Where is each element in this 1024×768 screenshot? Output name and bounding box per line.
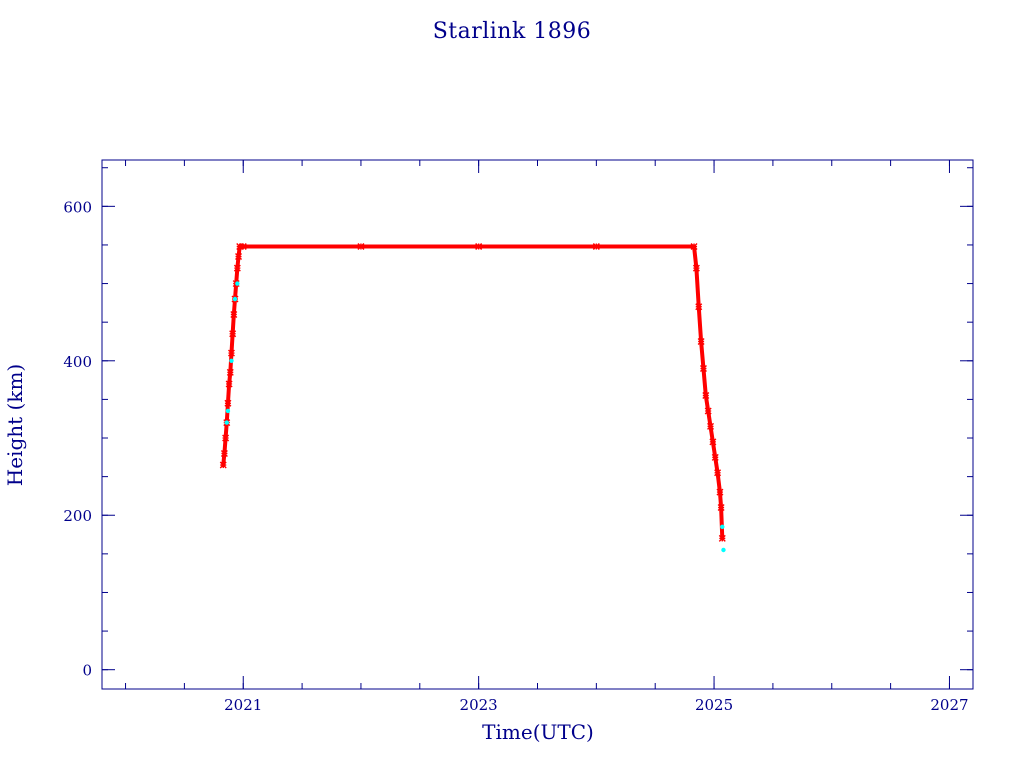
data-point-stroke — [709, 438, 717, 446]
data-point-stroke — [229, 330, 237, 338]
data-point — [720, 524, 725, 530]
data-point — [717, 504, 725, 512]
data-point-stroke — [230, 310, 238, 318]
data-point-stroke — [704, 407, 712, 415]
data-point — [718, 534, 726, 542]
series-primary-line — [221, 244, 725, 541]
data-point — [229, 330, 237, 338]
x-tick-label: 2023 — [460, 696, 498, 714]
data-point — [592, 242, 600, 250]
data-point — [711, 453, 719, 461]
data-point — [704, 407, 712, 415]
y-tick-label: 400 — [63, 353, 92, 371]
data-point — [695, 303, 703, 311]
data-point-stroke — [592, 242, 600, 250]
data-point — [235, 281, 240, 286]
data-point — [707, 422, 715, 430]
data-point — [721, 547, 726, 553]
data-series — [219, 242, 726, 553]
data-point — [219, 461, 227, 469]
data-point — [224, 399, 232, 407]
plot-frame — [101, 159, 974, 690]
data-point — [699, 365, 707, 373]
data-point — [220, 449, 228, 457]
data-point — [232, 296, 238, 302]
data-point-stroke — [699, 365, 707, 373]
data-point-stroke — [711, 453, 719, 461]
data-point — [702, 392, 710, 400]
y-axis-label: Height (km) — [3, 364, 27, 486]
data-point-stroke — [239, 242, 247, 250]
data-point — [224, 420, 229, 425]
data-point-stroke — [219, 461, 227, 469]
data-point-stroke — [716, 488, 724, 496]
series-primary — [219, 242, 726, 542]
data-point — [716, 488, 724, 496]
x-tick-label: 2021 — [224, 696, 262, 714]
y-tick-label: 600 — [63, 198, 92, 216]
y-tick-label: 0 — [82, 662, 92, 680]
data-point — [709, 438, 717, 446]
data-point-stroke — [225, 380, 233, 388]
x-tick-label: 2025 — [695, 696, 733, 714]
data-point-stroke — [692, 264, 700, 272]
data-point — [225, 380, 233, 388]
data-point-stroke — [718, 534, 726, 542]
x-axis-label: Time(UTC) — [482, 720, 594, 744]
data-point — [222, 434, 230, 442]
x-tick-label: 2027 — [930, 696, 968, 714]
tick-labels: 2021 2023 2025 2027 0 200 400 600 — [63, 198, 968, 714]
data-point-stroke — [717, 504, 725, 512]
data-point — [225, 408, 231, 414]
axis-ticks — [102, 160, 973, 689]
data-point-stroke — [475, 242, 483, 250]
data-point — [233, 264, 241, 272]
data-point-stroke — [697, 337, 705, 345]
data-point-stroke — [707, 422, 715, 430]
data-point — [714, 469, 722, 477]
y-tick-label: 200 — [63, 507, 92, 525]
data-point — [230, 310, 238, 318]
data-point — [697, 337, 705, 345]
data-point-stroke — [224, 399, 232, 407]
data-point-stroke — [714, 469, 722, 477]
data-point-stroke — [227, 349, 235, 357]
data-point-stroke — [702, 392, 710, 400]
data-point — [226, 368, 234, 376]
data-point — [227, 349, 235, 357]
data-point-stroke — [690, 242, 698, 250]
data-point — [690, 242, 698, 250]
data-point-stroke — [235, 253, 243, 261]
data-point — [357, 242, 365, 250]
data-point — [235, 253, 243, 261]
data-point-stroke — [233, 264, 241, 272]
data-point-stroke — [226, 368, 234, 376]
series-secondary — [224, 281, 726, 553]
data-point-stroke — [222, 434, 230, 442]
data-point — [475, 242, 483, 250]
data-point-stroke — [220, 449, 228, 457]
data-point-stroke — [695, 303, 703, 311]
data-point — [692, 264, 700, 272]
data-point-stroke — [357, 242, 365, 250]
data-point — [229, 358, 234, 363]
data-point — [239, 242, 247, 250]
chart-title: Starlink 1896 — [433, 19, 592, 44]
